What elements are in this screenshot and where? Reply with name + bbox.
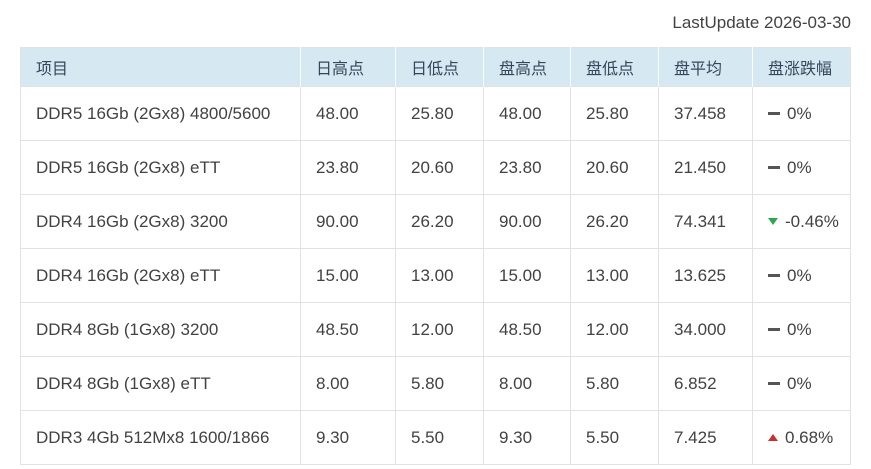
item-cell: DDR4 8Gb (1Gx8) eTT [20,356,301,411]
session-high-cell: 9.30 [483,410,571,465]
table-row: DDR3 4Gb 512Mx8 1600/1866 9.30 5.50 9.30 5.5… [20,410,851,465]
column-header-session-high: 盘高点 [483,47,571,87]
up-arrow-icon [768,434,778,441]
day-low-cell: 20.60 [395,140,484,195]
change-cell-inner: 0% [768,374,850,394]
change-value: 0% [787,103,812,123]
session-high-cell: 23.80 [483,140,571,195]
table-header-row: 项目 日高点 日低点 盘高点 盘低点 盘平均 盘涨跌幅 [20,47,851,87]
day-low-cell: 5.80 [395,356,484,411]
day-low-cell: 25.80 [395,86,484,141]
flat-dash-icon [768,328,780,331]
change-cell-inner: 0% [768,266,850,286]
session-low-cell: 12.00 [570,302,659,357]
session-avg-cell: 6.852 [658,356,753,411]
table-body: DDR5 16Gb (2Gx8) 4800/5600 48.00 25.80 48.0… [20,86,851,465]
change-cell: 0% [752,86,851,141]
session-low-cell: 5.80 [570,356,659,411]
change-cell-inner: 0% [768,320,850,340]
flat-dash-icon [768,166,780,169]
change-value: -0.46% [785,211,839,231]
session-high-cell: 48.50 [483,302,571,357]
day-high-cell: 23.80 [300,140,396,195]
change-value: 0% [787,265,812,285]
session-low-cell: 20.60 [570,140,659,195]
session-avg-cell: 7.425 [658,410,753,465]
column-header-day-low: 日低点 [395,47,484,87]
table-row: DDR4 8Gb (1Gx8) 3200 48.50 12.00 48.50 12.00… [20,302,851,357]
change-value: 0% [787,319,812,339]
change-value: 0.68% [785,427,834,447]
table-row: DDR4 16Gb (2Gx8) 3200 90.00 26.20 90.00 26.2… [20,194,851,249]
day-high-cell: 9.30 [300,410,396,465]
day-high-cell: 8.00 [300,356,396,411]
session-high-cell: 48.00 [483,86,571,141]
item-cell: DDR3 4Gb 512Mx8 1600/1866 [20,410,301,465]
session-avg-cell: 74.341 [658,194,753,249]
change-cell-inner: -0.46% [768,212,850,232]
day-low-cell: 5.50 [395,410,484,465]
session-avg-cell: 13.625 [658,248,753,303]
item-cell: DDR4 16Gb (2Gx8) eTT [20,248,301,303]
table-row: DDR5 16Gb (2Gx8) eTT 23.80 20.60 23.80 20.60… [20,140,851,195]
table-row: DDR4 16Gb (2Gx8) eTT 15.00 13.00 15.00 13.00… [20,248,851,303]
session-avg-cell: 34.000 [658,302,753,357]
table-row: DDR5 16Gb (2Gx8) 4800/5600 48.00 25.80 48.0… [20,86,851,141]
change-value: 0% [787,157,812,177]
dram-price-table: 项目 日高点 日低点 盘高点 盘低点 盘平均 盘涨跌幅 DDR5 16Gb (2Gx8) 4… [20,47,851,465]
item-cell: DDR4 16Gb (2Gx8) 3200 [20,194,301,249]
day-high-cell: 90.00 [300,194,396,249]
change-cell: 0% [752,140,851,195]
last-update-label: LastUpdate 2026-03-30 [672,13,851,32]
change-cell-inner: 0.68% [768,428,850,448]
change-cell: 0% [752,302,851,357]
column-header-change: 盘涨跌幅 [752,47,851,87]
change-cell: -0.46% [752,194,851,249]
column-header-day-high: 日高点 [300,47,396,87]
flat-dash-icon [768,382,780,385]
day-low-cell: 26.20 [395,194,484,249]
change-cell-inner: 0% [768,104,850,124]
day-low-cell: 12.00 [395,302,484,357]
column-header-item: 项目 [20,47,301,87]
change-value: 0% [787,373,812,393]
change-cell-inner: 0% [768,158,850,178]
session-avg-cell: 37.458 [658,86,753,141]
session-low-cell: 26.20 [570,194,659,249]
table-row: DDR4 8Gb (1Gx8) eTT 8.00 5.80 8.00 5.80 6.852… [20,356,851,411]
session-low-cell: 13.00 [570,248,659,303]
down-arrow-icon [768,218,778,225]
session-high-cell: 8.00 [483,356,571,411]
session-low-cell: 5.50 [570,410,659,465]
change-cell: 0.68% [752,410,851,465]
day-high-cell: 48.00 [300,86,396,141]
session-avg-cell: 21.450 [658,140,753,195]
day-high-cell: 15.00 [300,248,396,303]
item-cell: DDR5 16Gb (2Gx8) 4800/5600 [20,86,301,141]
change-cell: 0% [752,248,851,303]
item-cell: DDR4 8Gb (1Gx8) 3200 [20,302,301,357]
session-high-cell: 90.00 [483,194,571,249]
column-header-session-low: 盘低点 [570,47,659,87]
item-cell: DDR5 16Gb (2Gx8) eTT [20,140,301,195]
day-high-cell: 48.50 [300,302,396,357]
flat-dash-icon [768,274,780,277]
session-high-cell: 15.00 [483,248,571,303]
column-header-session-avg: 盘平均 [658,47,753,87]
day-low-cell: 13.00 [395,248,484,303]
session-low-cell: 25.80 [570,86,659,141]
change-cell: 0% [752,356,851,411]
flat-dash-icon [768,112,780,115]
